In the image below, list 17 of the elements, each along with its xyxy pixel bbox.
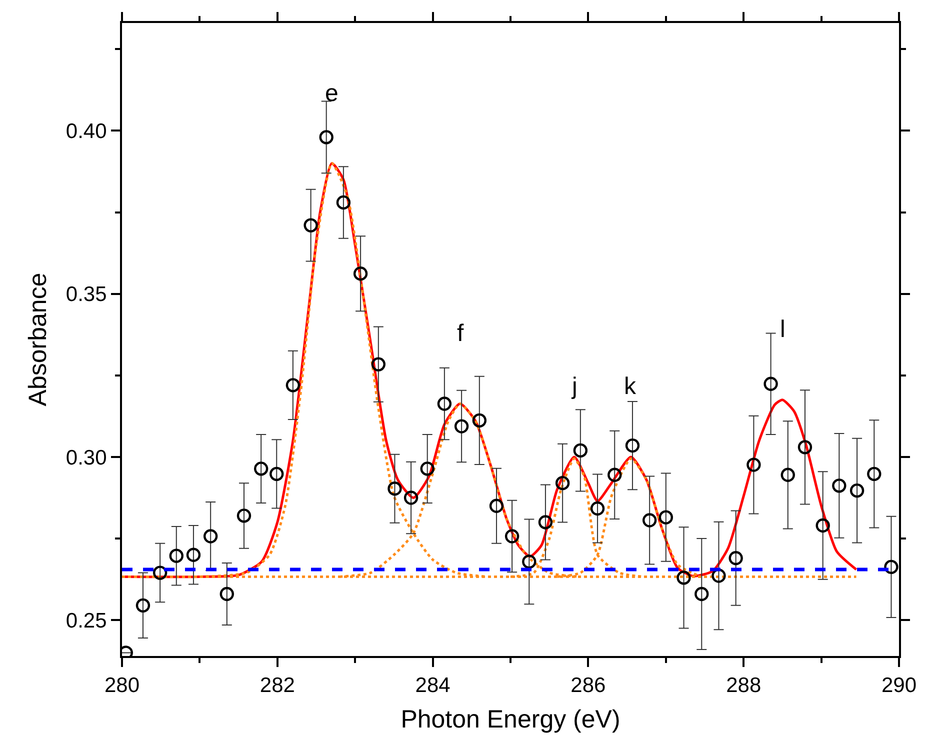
annotation: f xyxy=(457,320,464,347)
y-tick-label: 0.35 xyxy=(66,283,107,306)
y-axis-title: Absorbance xyxy=(24,272,52,406)
x-tick-label: 290 xyxy=(881,674,917,698)
x-tick-label: 282 xyxy=(260,674,295,698)
x-axis-title: Photon Energy (eV) xyxy=(400,706,620,734)
annotation: j xyxy=(571,373,578,400)
x-tick-label: 286 xyxy=(570,674,606,698)
x-tick-label: 284 xyxy=(415,674,451,698)
annotation: k xyxy=(624,373,637,400)
x-tick-label: 288 xyxy=(726,674,762,698)
y-tick-label: 0.40 xyxy=(66,120,107,144)
x-tick-label: 280 xyxy=(104,674,140,698)
annotation: e xyxy=(325,80,338,107)
y-tick-label: 0.30 xyxy=(66,446,107,470)
annotation: l xyxy=(780,316,786,343)
y-tick-label: 0.25 xyxy=(66,609,107,632)
